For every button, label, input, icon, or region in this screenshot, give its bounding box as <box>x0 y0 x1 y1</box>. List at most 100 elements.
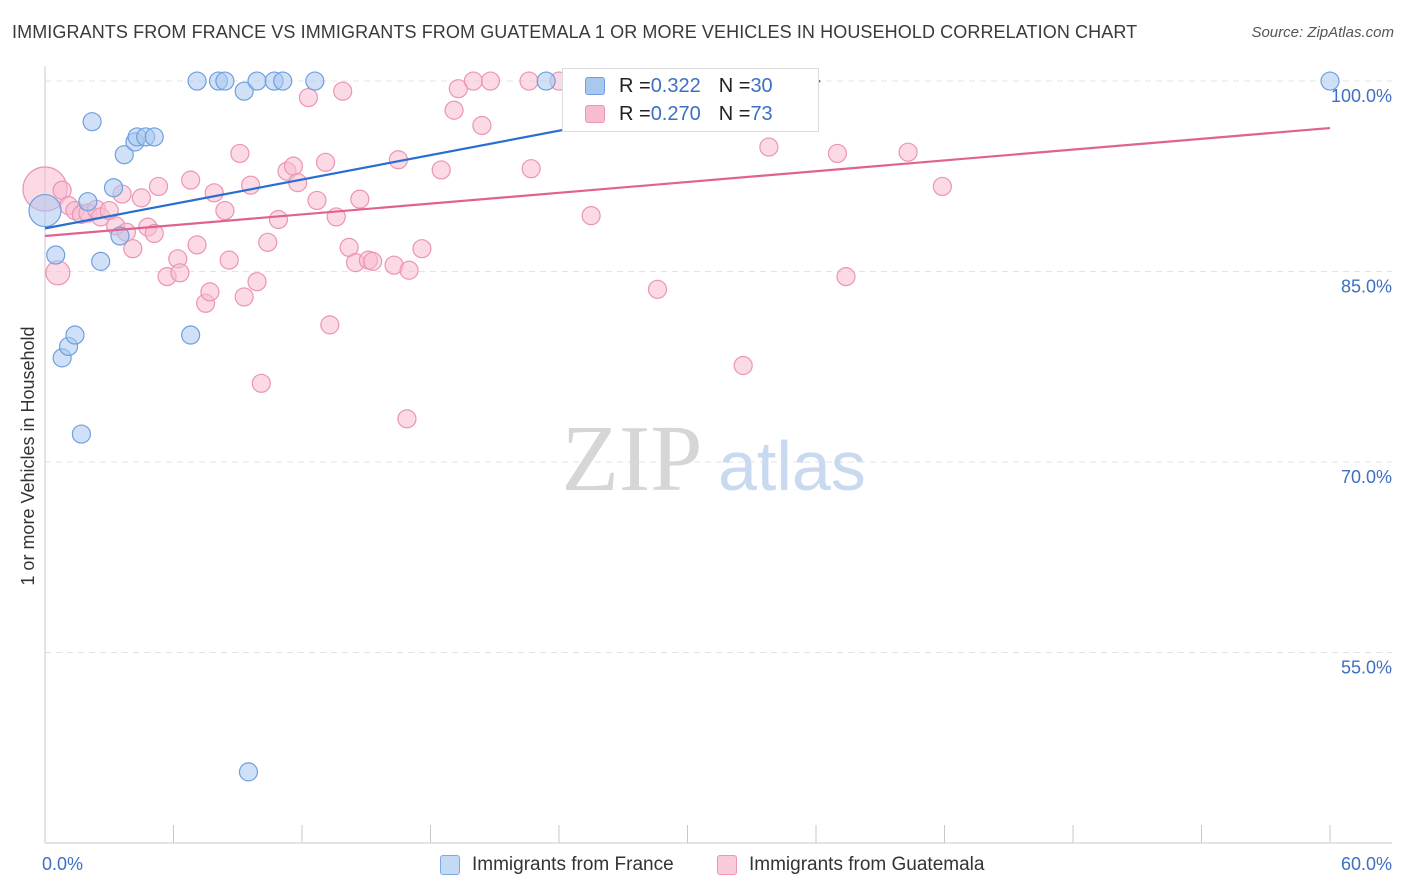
france-point <box>234 81 254 101</box>
legend-n-value-guatemala: 73 <box>750 102 773 125</box>
guatemala-point <box>258 232 278 252</box>
guatemala-point <box>268 209 289 230</box>
watermark-zip: ZIP <box>562 407 703 511</box>
watermark-atlas: atlas <box>718 427 866 505</box>
series-legend-guatemala[interactable]: Immigrants from Guatemala <box>717 852 984 878</box>
guatemala-point <box>320 315 340 335</box>
guatemala-point <box>836 267 856 287</box>
legend-r-label: R = <box>619 74 651 97</box>
guatemala-point <box>350 189 370 209</box>
guatemala-point <box>219 250 239 270</box>
y-tick-label: 70.0% <box>1341 467 1392 487</box>
france-point <box>91 251 111 271</box>
guatemala-point <box>315 152 336 172</box>
guatemala-point <box>170 263 190 283</box>
guatemala-point <box>480 71 501 91</box>
legend-n-value-france: 30 <box>750 74 773 97</box>
guatemala-point <box>234 287 254 307</box>
guatemala-point <box>397 409 417 429</box>
france-point <box>144 127 164 147</box>
guatemala-point <box>363 251 383 271</box>
legend-label-guatemala: Immigrants from Guatemala <box>749 854 985 875</box>
guatemala-point <box>932 176 952 197</box>
source-note: Source: ZipAtlas.com <box>1251 24 1394 41</box>
guatemala-point <box>230 143 250 164</box>
guatemala-point <box>463 71 483 91</box>
guatemala-point <box>431 160 451 180</box>
france-point <box>536 71 556 91</box>
legend-n-label: N = <box>718 74 751 97</box>
chart-title: IMMIGRANTS FROM FRANCE VS IMMIGRANTS FRO… <box>12 22 1138 42</box>
guatemala-point <box>283 156 304 176</box>
x-tick-label-min: 0.0% <box>42 854 83 874</box>
guatemala-point <box>307 190 327 211</box>
guatemala-point <box>247 272 267 292</box>
france-point <box>187 71 207 91</box>
guatemala-point <box>144 223 164 244</box>
guatemala-point <box>472 115 492 136</box>
guatemala-point <box>898 142 918 162</box>
guatemala-point <box>215 200 235 221</box>
france-point <box>305 71 325 91</box>
guatemala-point <box>647 279 668 299</box>
legend-swatch-france-bottom <box>440 855 460 875</box>
legend-swatch-france <box>585 77 605 95</box>
guatemala-point <box>204 183 224 203</box>
guatemala-point <box>181 170 201 190</box>
series-france <box>28 71 1340 782</box>
y-tick-label: 55.0% <box>1341 658 1392 678</box>
guatemala-point <box>759 137 779 157</box>
y-tick-label: 100.0% <box>1331 86 1392 106</box>
grid-lines <box>45 80 1392 654</box>
guatemala-point <box>448 79 468 99</box>
guatemala-point <box>519 71 539 91</box>
legend-row-france: R = 0.322 N = 30 <box>585 72 773 100</box>
france-point <box>110 226 130 246</box>
y-axis-label: 1 or more Vehicles in Household <box>18 326 38 585</box>
guatemala-point <box>827 143 848 164</box>
series-legend-france[interactable]: Immigrants from France <box>440 852 674 878</box>
watermark: ZIP atlas <box>562 407 866 511</box>
guatemala-point <box>733 355 753 376</box>
legend-r-value-guatemala: 0.270 <box>650 102 701 125</box>
legend-r-label: R = <box>619 102 651 125</box>
legend-label-france: Immigrants from France <box>472 854 674 875</box>
legend-swatch-guatemala-bottom <box>717 855 737 875</box>
france-point <box>215 71 235 91</box>
guatemala-point <box>298 87 319 108</box>
x-tick-label-max: 60.0% <box>1341 854 1392 874</box>
guatemala-point <box>148 176 169 197</box>
guatemala-point <box>187 235 207 255</box>
france-point <box>46 245 66 265</box>
axes <box>44 66 1392 844</box>
france-point <box>114 145 134 165</box>
legend-row-guatemala: R = 0.270 N = 73 <box>585 100 773 128</box>
france-point <box>78 192 98 212</box>
france-point <box>247 71 267 91</box>
france-point <box>65 325 85 345</box>
guatemala-point <box>412 239 432 259</box>
france-point <box>238 762 259 782</box>
legend-r-value-france: 0.322 <box>650 74 701 97</box>
guatemala-point <box>131 188 151 208</box>
guatemala-trend-line <box>44 126 1331 238</box>
legend-swatch-guatemala <box>585 105 605 123</box>
france-point <box>273 71 293 91</box>
france-point <box>103 178 124 198</box>
france-point <box>71 424 92 444</box>
guatemala-point <box>399 260 419 280</box>
correlation-legend: R = 0.322 N = 30 R = 0.270 N = 73 <box>562 68 819 132</box>
france-point <box>181 325 201 345</box>
guatemala-point <box>45 260 71 286</box>
guatemala-point <box>521 159 541 179</box>
guatemala-point <box>444 100 464 120</box>
guatemala-point <box>123 239 143 259</box>
guatemala-point <box>333 81 353 101</box>
france-point <box>82 112 102 132</box>
guatemala-point <box>200 282 220 302</box>
guatemala-point <box>251 373 271 393</box>
y-tick-label: 85.0% <box>1341 277 1392 297</box>
legend-n-label: N = <box>718 102 751 125</box>
france-point <box>28 193 62 228</box>
